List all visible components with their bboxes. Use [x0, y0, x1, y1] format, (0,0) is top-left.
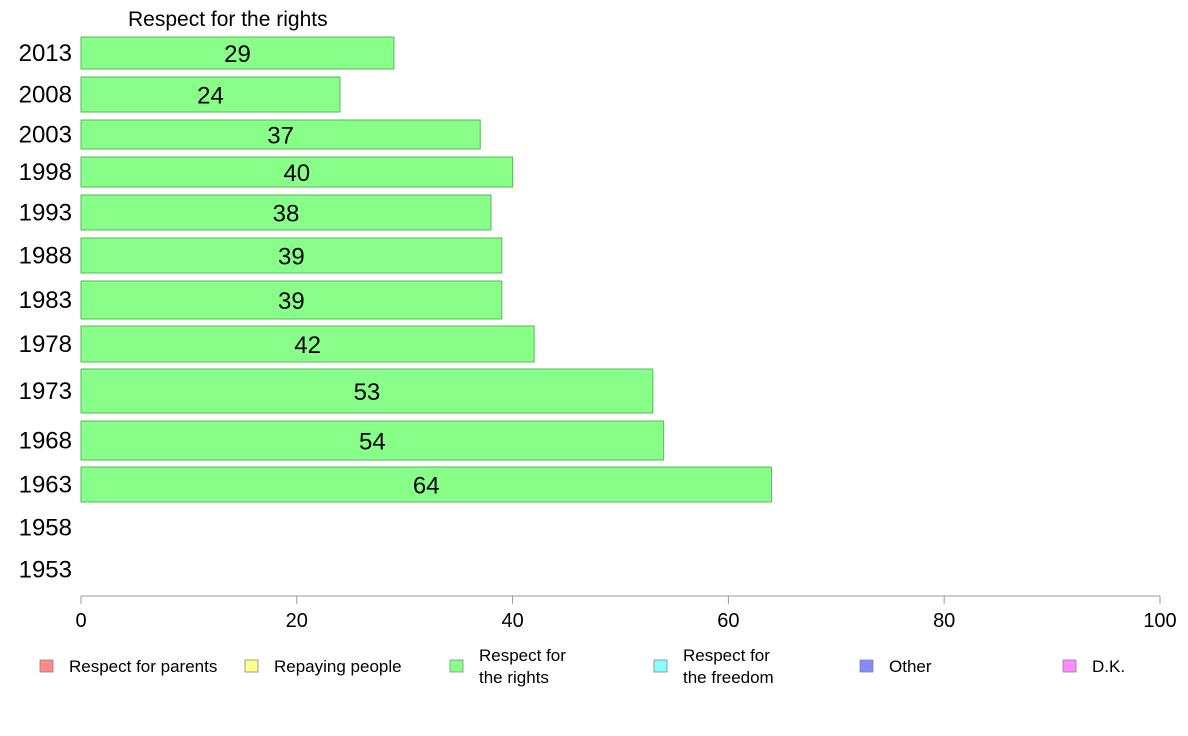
category-label-1978: 1978 [19, 331, 72, 358]
bar-label-1988: 39 [278, 244, 305, 271]
bar-1993 [80, 194, 492, 231]
bar-label-1973: 53 [354, 379, 381, 406]
category-label-2013: 2013 [19, 40, 72, 67]
bar-label-1963: 64 [413, 473, 440, 500]
x-tick-label-100: 100 [1143, 610, 1176, 632]
category-label-1988: 1988 [19, 243, 72, 270]
category-label-1973: 1973 [19, 378, 72, 405]
category-label-1963: 1963 [19, 472, 72, 499]
bar-2003 [80, 119, 481, 150]
bar-label-1978: 42 [294, 332, 321, 359]
category-label-1953: 1953 [19, 557, 72, 584]
bar-label-1983: 39 [278, 288, 305, 315]
chart-title: Respect for the rights [128, 8, 328, 31]
bar-1998 [80, 156, 514, 188]
bar-1983 [80, 280, 503, 320]
bar-label-1968: 54 [359, 429, 386, 456]
x-tick-label-40: 40 [501, 610, 523, 632]
legend-swatch-5 [1062, 659, 1077, 673]
legend-label-0-0: Respect for parents [69, 657, 217, 676]
legend-label-5-0: D.K. [1092, 657, 1125, 676]
legend-swatch-4 [859, 659, 874, 673]
category-label-2008: 2008 [19, 82, 72, 109]
bar-label-1993: 38 [273, 201, 300, 228]
category-labels: 2013 2008 2003 1998 1993 1988 1983 1978 1973 1968… [19, 40, 72, 584]
category-label-1983: 1983 [19, 287, 72, 314]
bar-1978 [80, 325, 535, 363]
bar-label-2003: 37 [267, 123, 294, 150]
bar-label-2013: 29 [224, 41, 251, 68]
category-label-1968: 1968 [19, 428, 72, 455]
category-label-1993: 1993 [19, 200, 72, 227]
bar-2008 [80, 76, 341, 113]
legend-label-3-0: Respect for [683, 646, 770, 665]
bar-1988 [80, 237, 503, 274]
legend-label-3-1: the freedom [683, 668, 774, 687]
legend-label-1-0: Repaying people [274, 657, 402, 676]
x-tick-label-80: 80 [933, 610, 955, 632]
bar-label-1998: 40 [283, 160, 310, 187]
category-label-1998: 1998 [19, 159, 72, 186]
bar-1968 [80, 420, 665, 461]
x-axis: 0 20 40 60 80 100 [75, 595, 1177, 632]
legend: Respect for parents Repaying people Respec… [39, 646, 1125, 687]
bar-1973 [80, 368, 654, 414]
x-tick-label-60: 60 [717, 610, 739, 632]
legend-label-4-0: Other [889, 657, 932, 676]
x-tick-label-20: 20 [286, 610, 308, 632]
legend-swatch-0 [39, 659, 54, 673]
x-tick-label-0: 0 [75, 610, 86, 632]
category-label-1958: 1958 [19, 515, 72, 542]
category-label-2003: 2003 [19, 122, 72, 149]
legend-label-2-0: Respect for [479, 646, 566, 665]
legend-swatch-1 [244, 659, 259, 673]
legend-label-2-1: the rights [479, 668, 549, 687]
bar-label-2008: 24 [197, 83, 224, 110]
bar-1963 [80, 466, 773, 503]
legend-swatch-2 [449, 659, 464, 673]
legend-swatch-3 [653, 659, 668, 673]
bar-2013 [80, 36, 395, 70]
